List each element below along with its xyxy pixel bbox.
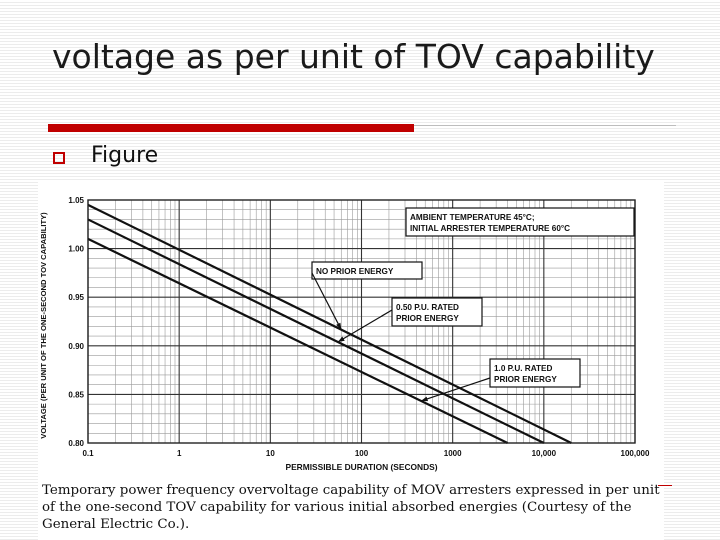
ambient-note-text: INITIAL ARRESTER TEMPERATURE 60°C: [410, 224, 570, 233]
label-half-pu-box: [391, 297, 483, 327]
ambient-note-text: AMBIENT TEMPERATURE 45°C;: [410, 213, 535, 222]
label-no-prior-text: NO PRIOR ENERGY: [316, 267, 394, 276]
decorative-red-mark: [658, 485, 672, 486]
y-tick-label: 0.80: [68, 439, 84, 448]
label-one-pu-text: 1.0 P.U. RATED: [494, 364, 552, 373]
y-tick-label: 0.85: [68, 390, 84, 399]
y-tick-label: 1.00: [68, 245, 84, 254]
plot-frame: [87, 199, 636, 444]
x-tick-label: 0.1: [82, 449, 94, 458]
x-tick-label: 1000: [444, 449, 462, 458]
x-tick-label: 1: [177, 449, 182, 458]
callout-arrowhead: [337, 336, 345, 342]
x-tick-label: 10,000: [532, 449, 557, 458]
callout-arrow: [420, 377, 491, 402]
bullet-text: Figure: [91, 143, 159, 168]
label-half-pu-text: 0.50 P.U. RATED: [396, 303, 459, 312]
callout-arrowhead: [421, 396, 429, 402]
x-tick-label: 10: [266, 449, 275, 458]
callout-arrowhead: [336, 322, 342, 330]
series-line-2: [87, 218, 545, 444]
y-tick-label: 1.05: [68, 196, 84, 205]
figure-panel: 0.1 1 10 100 1000 10,000 100,000 0.80 0.85 0.90 0.…: [38, 180, 664, 540]
y-tick-label: 0.95: [68, 293, 84, 302]
series-line-3: [87, 237, 509, 444]
x-axis-label: PERMISSIBLE DURATION (SECONDS): [286, 462, 438, 472]
series-line-1: [87, 203, 572, 444]
x-tick-label: 100: [355, 449, 369, 458]
label-one-pu-box: [489, 358, 581, 388]
tov-chart: 0.1 1 10 100 1000 10,000 100,000 0.80 0.85 0.90 0.…: [39, 196, 650, 472]
y-axis-label: VOLTAGE (PER UNIT OF THE ONE-SECOND TOV …: [39, 212, 48, 439]
slide-title: voltage as per unit of TOV capability: [52, 37, 655, 76]
bullet-marker: [53, 152, 65, 164]
label-no-prior-box: [311, 261, 423, 280]
label-half-pu-text: PRIOR ENERGY: [396, 314, 459, 323]
callout-arrow: [311, 272, 342, 330]
figure-caption: Temporary power frequency overvoltage ca…: [42, 483, 660, 532]
title-accent-bar: [48, 124, 414, 132]
x-tick-label: 100,000: [621, 449, 650, 458]
ambient-note-box: [405, 207, 635, 237]
y-tick-label: 0.90: [68, 342, 84, 351]
callout-arrow: [337, 309, 393, 343]
label-one-pu-text: PRIOR ENERGY: [494, 375, 557, 384]
